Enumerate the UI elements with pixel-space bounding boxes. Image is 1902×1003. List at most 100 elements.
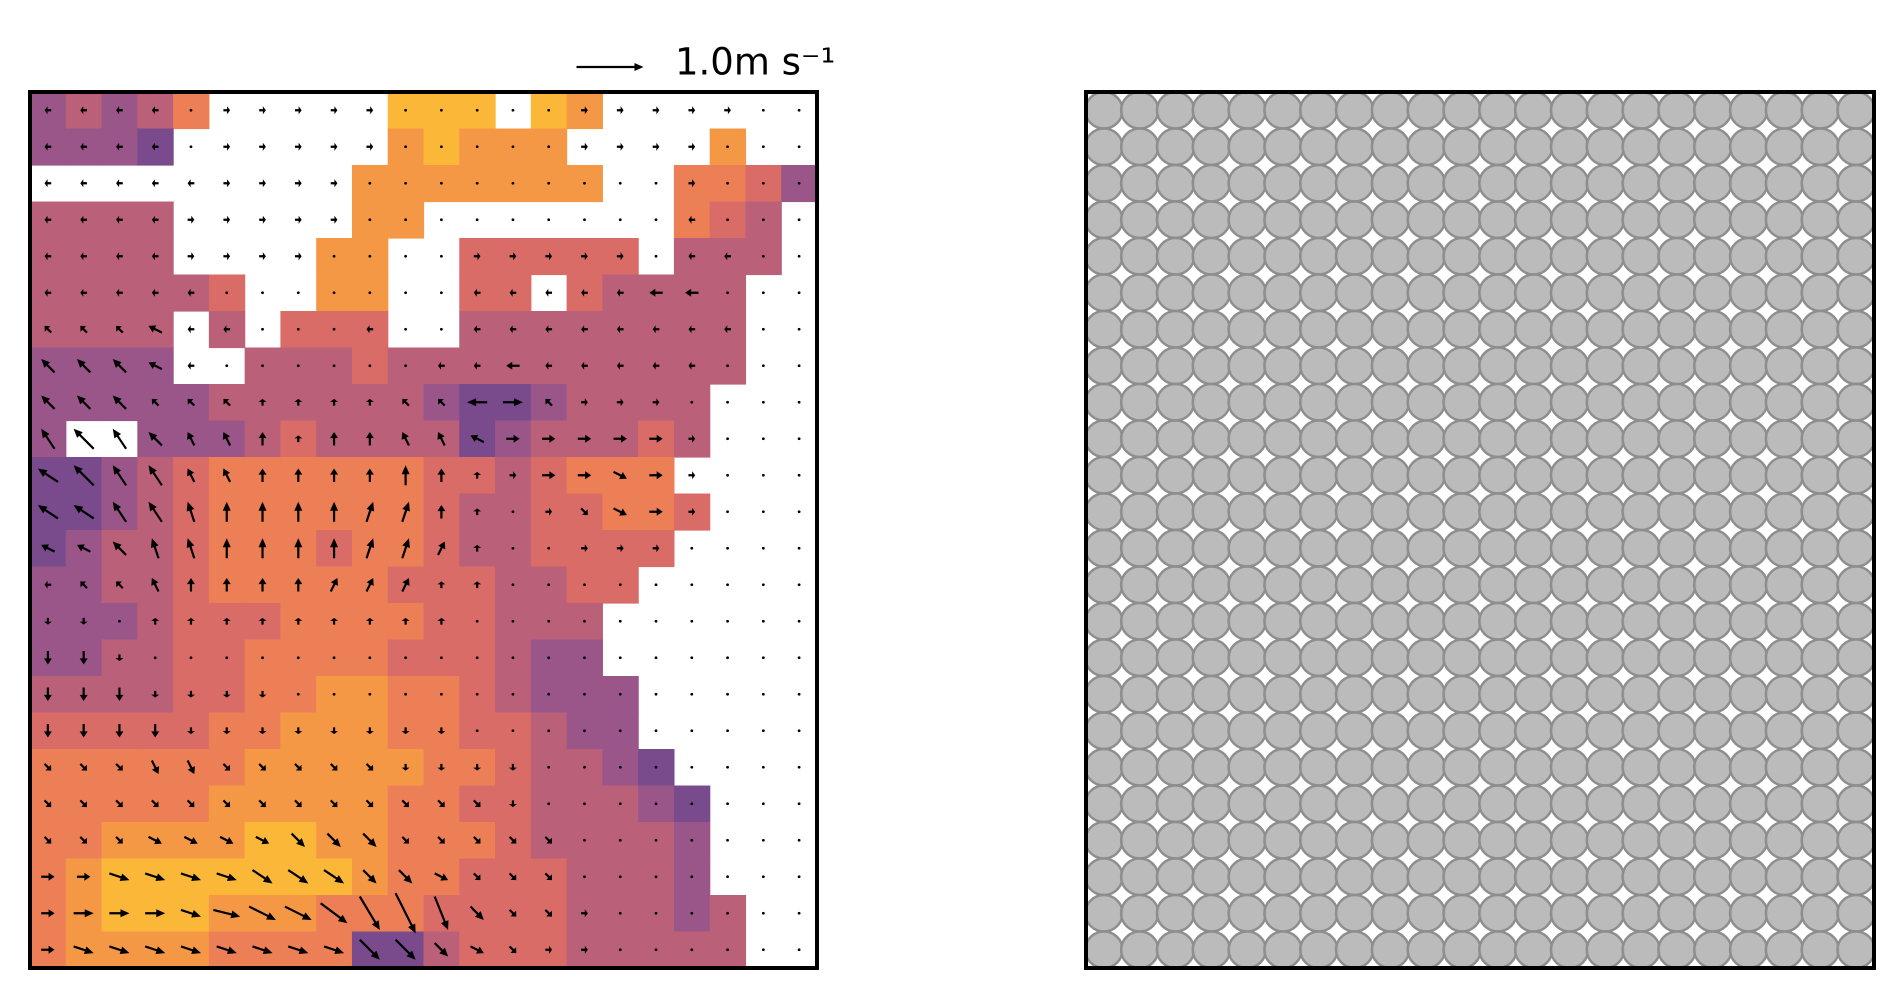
ellipse	[1334, 930, 1375, 968]
ellipse	[1692, 747, 1733, 787]
ellipse	[1086, 601, 1124, 641]
ellipse	[1585, 273, 1626, 313]
arrow	[187, 215, 195, 224]
arrow	[151, 724, 160, 738]
ellipse	[1657, 893, 1697, 933]
arrow	[368, 692, 372, 696]
arrow	[508, 909, 517, 917]
ellipse	[1406, 273, 1447, 313]
arrow	[109, 945, 130, 955]
ellipse	[1549, 674, 1590, 714]
arrow	[511, 218, 515, 222]
ellipse	[1692, 492, 1733, 532]
arrow	[473, 471, 482, 479]
ellipse	[1836, 601, 1874, 641]
arrow	[404, 291, 408, 295]
arrow	[258, 578, 267, 592]
arrow	[583, 838, 586, 842]
arrow	[437, 581, 446, 589]
arrow	[251, 869, 273, 884]
ellipse	[1406, 528, 1447, 568]
arrow	[761, 108, 765, 112]
ellipse	[1442, 930, 1482, 968]
ellipse	[1334, 565, 1375, 605]
right-frame	[1084, 90, 1876, 970]
arrow	[296, 692, 300, 696]
arrow	[616, 252, 624, 261]
arrow	[726, 692, 729, 696]
ellipse	[1191, 419, 1232, 459]
ellipse	[1191, 747, 1232, 787]
arrow	[547, 145, 551, 149]
arrow	[690, 765, 694, 769]
ellipse	[1585, 309, 1626, 349]
ellipse	[1764, 711, 1805, 751]
ellipse	[1478, 382, 1518, 422]
ellipse	[1334, 857, 1375, 897]
arrow	[365, 727, 374, 735]
arrow	[404, 254, 408, 258]
ellipse	[1442, 200, 1482, 240]
arrow	[509, 288, 517, 297]
arrow	[726, 948, 729, 952]
ellipse	[1155, 492, 1196, 532]
arrow	[688, 142, 696, 151]
arrow	[581, 909, 588, 918]
arrow	[439, 291, 443, 295]
arrow	[613, 434, 627, 443]
arrow	[294, 252, 302, 261]
arrow	[80, 215, 88, 224]
arrow	[547, 181, 551, 185]
ellipse	[1155, 747, 1196, 787]
ellipse	[1800, 309, 1841, 349]
arrow	[577, 434, 592, 443]
arrow	[616, 325, 624, 334]
arrow	[761, 437, 765, 441]
arrow	[649, 288, 663, 297]
arrow	[761, 729, 765, 733]
ellipse	[1119, 419, 1160, 459]
arrow	[368, 254, 372, 258]
ellipse	[1119, 92, 1160, 130]
arrow	[365, 468, 374, 482]
arrow	[326, 832, 341, 847]
arrow	[475, 181, 479, 185]
ellipse	[1800, 820, 1841, 860]
arrow	[330, 215, 338, 224]
ellipse	[1549, 455, 1590, 495]
ellipse	[1119, 784, 1160, 824]
arrow	[294, 578, 303, 592]
arrow	[547, 108, 551, 112]
ellipse	[1370, 309, 1411, 349]
arrow	[41, 395, 56, 410]
arrow	[222, 578, 231, 592]
arrow	[726, 145, 729, 149]
arrow	[581, 945, 588, 954]
ellipse	[1155, 127, 1196, 167]
ellipse	[1657, 419, 1697, 459]
ellipse	[1298, 382, 1339, 422]
ellipse	[1478, 638, 1518, 678]
ellipse	[1800, 273, 1841, 313]
ellipse	[1263, 455, 1303, 495]
arrow	[150, 538, 160, 559]
arrow	[761, 546, 765, 550]
ellipse	[1692, 163, 1733, 203]
ellipse	[1800, 346, 1841, 386]
arrow	[439, 218, 443, 222]
arrow	[80, 252, 88, 261]
ellipse	[1513, 309, 1554, 349]
ellipse	[1227, 638, 1268, 678]
arrow	[187, 361, 195, 370]
arrow	[618, 838, 622, 842]
arrow	[330, 727, 339, 735]
ellipse	[1585, 784, 1626, 824]
arrow	[473, 361, 481, 370]
arrow	[186, 799, 195, 808]
left-frame	[28, 90, 819, 970]
ellipse	[1836, 784, 1874, 824]
arrow	[797, 948, 801, 952]
ellipse	[1692, 200, 1733, 240]
ellipse	[1621, 492, 1662, 532]
